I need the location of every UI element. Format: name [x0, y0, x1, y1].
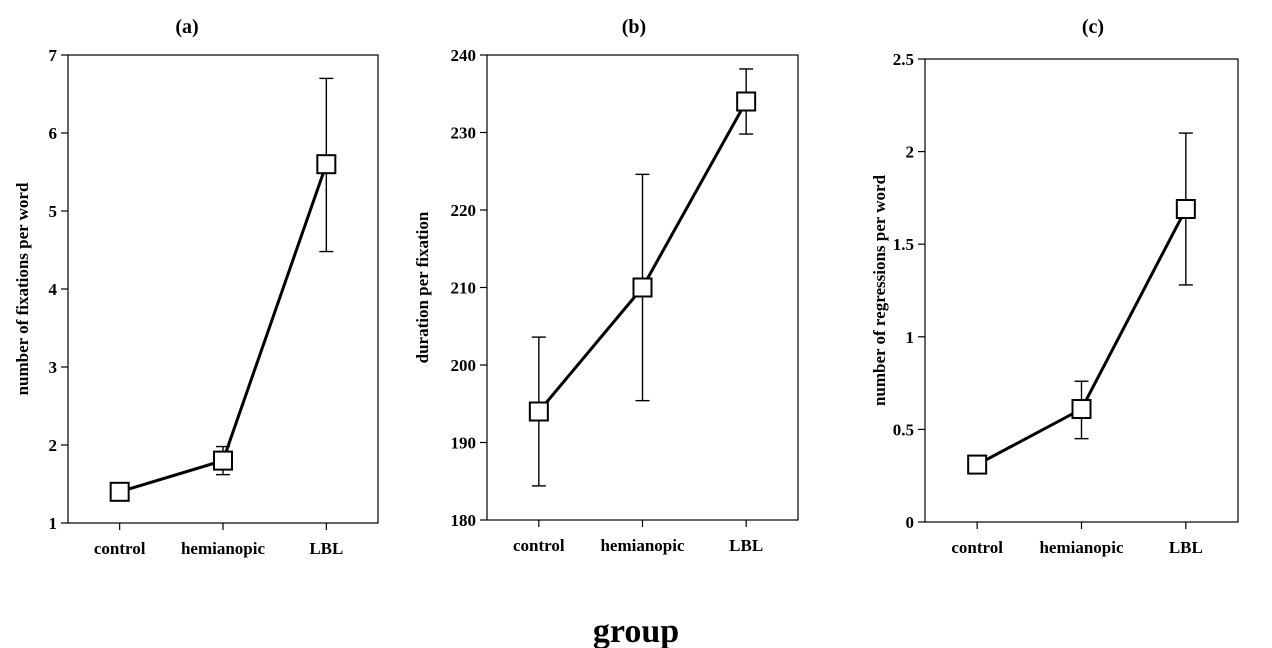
data-point-hemianopic [632, 277, 653, 298]
data-point-control [967, 454, 988, 475]
x-tick-label: LBL [309, 539, 343, 558]
x-tick-label: control [513, 536, 565, 555]
y-tick-label: 6 [49, 124, 58, 143]
data-point-hemianopic [1071, 399, 1092, 420]
chart-panel-b: (b) 180 190 200 210 220 230 240 control hemianopi… [413, 16, 799, 555]
chart-title: (c) [1082, 16, 1104, 38]
y-tick-label: 200 [451, 356, 477, 375]
x-tick-label: hemianopic [181, 539, 266, 558]
group-axis-label: group [593, 613, 679, 648]
y-axis-label: number of fixations per word [13, 182, 32, 395]
y-axis-label: number of regressions per word [870, 174, 889, 406]
x-tick-label: LBL [729, 536, 763, 555]
y-tick-label: 240 [451, 46, 477, 65]
plot-frame [924, 58, 1239, 523]
y-tick-label: 180 [451, 511, 477, 530]
data-point-control [528, 401, 549, 422]
y-tick-label: 1 [906, 328, 915, 347]
y-tick-label: 1 [49, 514, 58, 533]
y-tick-label: 2 [906, 143, 915, 162]
chart-panel-c: (c) 0 0.5 1 1.5 2 2.5 control hemianopic LBL numbe… [870, 16, 1239, 557]
y-tick-label: 0.5 [893, 420, 914, 439]
y-tick-label: 220 [451, 201, 477, 220]
y-tick-label: 7 [49, 46, 58, 65]
y-tick-label: 210 [451, 279, 477, 298]
y-axis-label: duration per fixation [413, 211, 432, 363]
x-tick-label: hemianopic [600, 536, 685, 555]
series-line [119, 163, 328, 494]
x-tick-label: control [94, 539, 146, 558]
data-point-lbl [316, 154, 337, 175]
y-tick-label: 190 [451, 434, 477, 453]
data-point-control [109, 481, 130, 502]
data-point-lbl [736, 91, 757, 112]
y-tick-label: 0 [906, 513, 915, 532]
chart-panel-a: (a) 1 2 3 4 5 6 7 control hemianopic LBL number of … [13, 16, 379, 558]
y-tick-label: 2.5 [893, 50, 914, 69]
chart-title: (b) [622, 16, 646, 38]
y-tick-label: 4 [49, 280, 58, 299]
y-tick-label: 5 [49, 202, 58, 221]
x-tick-label: hemianopic [1039, 538, 1124, 557]
y-tick-label: 2 [49, 436, 58, 455]
x-tick-label: LBL [1169, 538, 1203, 557]
chart-title: (a) [175, 16, 198, 38]
x-tick-label: control [951, 538, 1003, 557]
y-tick-label: 3 [49, 358, 58, 377]
data-point-hemianopic [213, 450, 233, 471]
data-point-lbl [1175, 199, 1196, 220]
y-tick-label: 1.5 [893, 235, 914, 254]
y-tick-label: 230 [451, 124, 477, 143]
